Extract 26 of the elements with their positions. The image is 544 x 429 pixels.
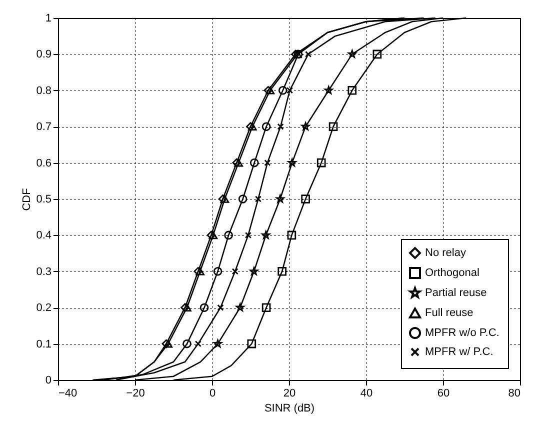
x-axis-title: SINR (dB) [264, 402, 315, 414]
y-tick-label: 0.2 [36, 302, 52, 314]
legend-label: MPFR w/ P.C. [425, 346, 494, 358]
x-tick-label: 0 [209, 388, 216, 400]
x-tick-label: 20 [283, 388, 296, 400]
y-tick-label: 0.1 [36, 338, 52, 350]
legend-label: Full reuse [425, 307, 474, 319]
x-tick-label: −20 [126, 388, 145, 400]
y-tick-label: 0.4 [36, 230, 52, 242]
y-tick-label: 0.9 [36, 48, 52, 61]
y-axis-title: CDF [21, 188, 34, 211]
y-tick-label: 0.5 [36, 194, 52, 206]
legend-label: Orthogonal [425, 267, 480, 279]
y-tick-label: 0 [45, 374, 52, 386]
legend-label: Partial reuse [425, 287, 487, 299]
y-tick-label: 0.3 [36, 266, 52, 278]
x-tick-label: 80 [508, 388, 520, 400]
legend-label: No relay [425, 247, 466, 259]
y-tick-label: 0.7 [36, 121, 52, 134]
y-tick-label: 1 [45, 12, 52, 24]
legend-label: MPFR w/o P.C. [425, 327, 500, 339]
x-tick-label: −40 [58, 388, 78, 400]
x-tick-label: 60 [437, 388, 450, 400]
x-tick-label: 40 [360, 388, 373, 400]
y-tick-label: 0.6 [36, 157, 52, 170]
y-tick-label: 0.8 [36, 84, 52, 97]
